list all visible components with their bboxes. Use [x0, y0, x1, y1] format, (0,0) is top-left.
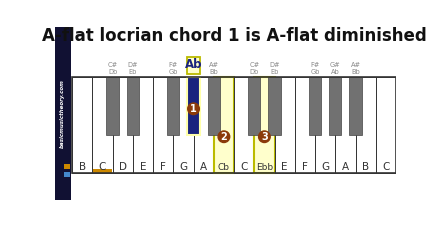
Text: Eb: Eb	[270, 70, 279, 75]
Bar	[254, 77, 275, 173]
Text: 3: 3	[261, 132, 268, 142]
Bar	[248, 77, 260, 135]
Text: C: C	[382, 162, 389, 172]
Text: A#: A#	[351, 62, 360, 68]
Text: C#: C#	[107, 62, 117, 68]
Text: G: G	[180, 162, 187, 172]
Bar	[275, 77, 295, 173]
Text: A#: A#	[209, 62, 219, 68]
Text: D: D	[119, 162, 127, 172]
Text: F#: F#	[169, 62, 178, 68]
Text: A-flat locrian chord 1 is A-flat diminished: A-flat locrian chord 1 is A-flat diminis…	[42, 27, 426, 45]
Circle shape	[188, 103, 199, 115]
Text: Bb: Bb	[351, 70, 360, 75]
Bar	[167, 77, 180, 135]
Text: D#: D#	[269, 62, 280, 68]
Circle shape	[218, 131, 230, 142]
Text: B: B	[79, 162, 86, 172]
Bar	[194, 77, 214, 173]
Text: F: F	[302, 162, 308, 172]
Bar	[55, 27, 70, 200]
Text: G#: G#	[330, 62, 341, 68]
Bar	[376, 77, 396, 173]
Bar	[187, 57, 200, 74]
Text: basicmusictheory.com: basicmusictheory.com	[60, 79, 65, 148]
Text: Eb: Eb	[128, 70, 137, 75]
Bar	[133, 77, 153, 173]
Bar	[173, 77, 194, 173]
Text: Db: Db	[249, 70, 259, 75]
Text: Ab: Ab	[185, 58, 202, 71]
Text: F: F	[160, 162, 166, 172]
Bar	[187, 77, 200, 135]
Text: Db: Db	[108, 70, 117, 75]
Text: Gb: Gb	[310, 70, 320, 75]
Bar	[335, 77, 356, 173]
Text: E: E	[139, 162, 146, 172]
Bar	[64, 164, 70, 169]
Bar	[153, 77, 173, 173]
Text: 2: 2	[220, 132, 227, 142]
Text: 1: 1	[190, 104, 197, 114]
Bar	[127, 77, 139, 135]
Bar	[106, 77, 119, 135]
Bar	[93, 169, 112, 173]
Text: C: C	[99, 162, 106, 172]
Text: E: E	[282, 162, 288, 172]
Text: F#: F#	[310, 62, 319, 68]
Bar	[113, 77, 133, 173]
Bar	[356, 77, 376, 173]
Bar	[92, 77, 113, 173]
Text: A: A	[342, 162, 349, 172]
Text: D#: D#	[128, 62, 138, 68]
Text: B: B	[362, 162, 369, 172]
Bar	[295, 77, 315, 173]
Bar	[315, 77, 335, 173]
Bar	[309, 77, 321, 135]
Bar	[208, 77, 220, 135]
Text: C#: C#	[249, 62, 259, 68]
Bar	[329, 77, 341, 135]
Text: Cb: Cb	[218, 163, 230, 172]
Circle shape	[259, 131, 270, 142]
Bar	[234, 77, 254, 173]
Bar	[72, 77, 396, 173]
Text: Bb: Bb	[209, 70, 218, 75]
Text: A: A	[200, 162, 207, 172]
Bar	[214, 77, 234, 173]
Text: G: G	[321, 162, 329, 172]
Bar	[72, 77, 92, 173]
Bar	[349, 77, 362, 135]
Bar	[268, 77, 281, 135]
Text: C: C	[241, 162, 248, 172]
Text: Ebb: Ebb	[256, 163, 273, 172]
Text: Ab: Ab	[331, 70, 340, 75]
Text: Gb: Gb	[169, 70, 178, 75]
Bar	[64, 172, 70, 177]
